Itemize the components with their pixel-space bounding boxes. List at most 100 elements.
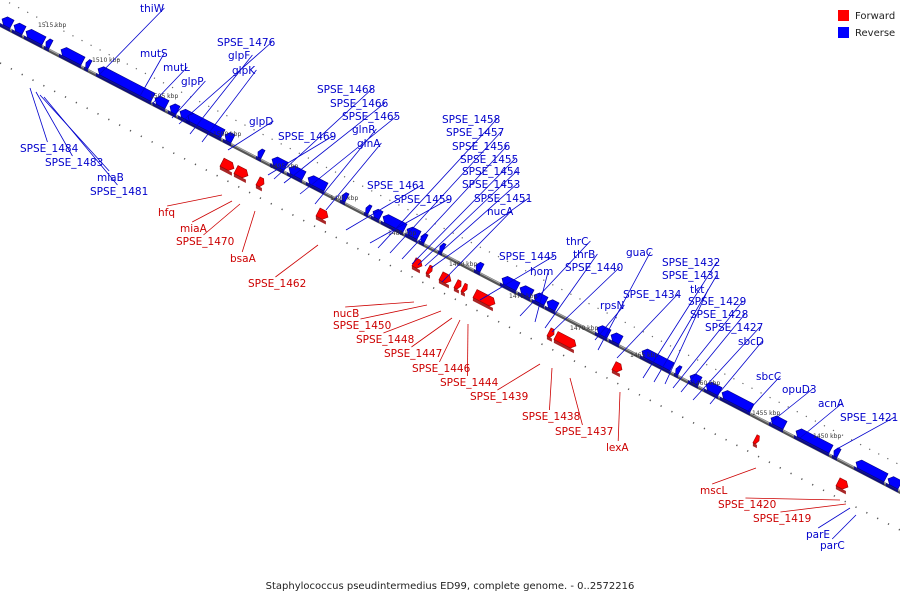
leader-line (799, 402, 843, 439)
kbp-tick-label: 1460 kbp (692, 380, 720, 387)
reverse-gene-label: guaC (626, 247, 653, 259)
reverse-gene-label: glpK (232, 65, 256, 77)
leader-line (139, 52, 165, 97)
leader-line (479, 255, 555, 301)
reverse-gene-label: SPSE_1465 (342, 111, 400, 123)
reverse-gene-label: SPSE_1457 (446, 127, 504, 139)
leader-line (780, 503, 847, 513)
kbp-tick-label: 1490 kbp (330, 195, 358, 202)
forward-gene-label: SPSE_1470 (176, 236, 234, 248)
label-leader-lines (29, 7, 896, 540)
leader-line (401, 145, 508, 260)
reverse-gene-label: SPSE_1427 (705, 322, 763, 334)
forward-gene-label: SPSE_1437 (555, 426, 613, 438)
reverse-gene-label: SPSE_1429 (688, 296, 746, 308)
leader-line (709, 340, 763, 405)
leader-line (680, 313, 746, 393)
leader-line (616, 293, 679, 359)
reverse-gene-label: SPSE_1431 (662, 270, 720, 282)
reverse-gene-label: SPSE_1476 (217, 37, 276, 49)
leader-line (283, 102, 386, 184)
reverse-gene-block (639, 348, 675, 375)
legend-reverse-swatch (838, 27, 849, 38)
kbp-tick-label: 1505 kbp (150, 93, 178, 100)
reverse-gene-label: SPSE_1453 (462, 179, 520, 191)
reverse-gene-label: miaB (97, 172, 124, 184)
leader-line (692, 326, 761, 401)
reverse-gene-block (853, 459, 889, 486)
kbp-tick-label: 1465 kbp (630, 352, 658, 359)
leader-line (389, 131, 502, 254)
reverse-gene-block (673, 365, 683, 379)
leader-line (345, 184, 423, 231)
forward-gene-label: SPSE_1438 (522, 411, 580, 423)
leader-line (769, 388, 813, 424)
leader-line (411, 158, 516, 265)
leader-line (39, 94, 110, 172)
reverse-gene-label: SPSE_1421 (840, 412, 898, 424)
reverse-gene-label: glpF (228, 50, 250, 62)
leader-line (345, 301, 415, 308)
reverse-gene-block (152, 95, 170, 113)
kbp-tick-label: 1475 kbp (509, 293, 537, 300)
leader-line (227, 120, 274, 151)
forward-gene-block (553, 331, 577, 354)
forward-gene-label: SPSE_1450 (333, 320, 391, 332)
forward-gene-block (315, 207, 329, 225)
reverse-gene-label: thiW (140, 3, 165, 15)
forward-gene-label: SPSE_1420 (718, 499, 776, 511)
leader-line (29, 87, 48, 143)
kbp-ticks: 1515 kbp 1510 kbp 1505 kbp 1500 kbp 1495 kbp… (38, 22, 841, 440)
reverse-gene-label: SPSE_1459 (394, 194, 452, 206)
leader-line (369, 198, 450, 244)
reverse-gene-label: tkt (690, 284, 704, 296)
reverse-gene-label: acnA (818, 398, 845, 410)
reverse-gene-label: sbcD (738, 336, 764, 348)
forward-gene-block (460, 282, 468, 297)
leader-line (439, 319, 461, 363)
leader-line (551, 266, 621, 333)
leader-line (534, 270, 549, 323)
reverse-gene-block (305, 175, 329, 195)
reverse-gene-block (95, 66, 156, 105)
reverse-gene-label: SPSE_1440 (565, 262, 623, 274)
forward-gene-block (411, 257, 423, 274)
kbp-tick-label: 1455 kbp (752, 410, 780, 417)
reverse-gene-label: SPSE_1458 (442, 114, 500, 126)
forward-gene-block (611, 361, 623, 378)
leader-line (672, 300, 744, 389)
reverse-gene-label: SPSE_1451 (474, 193, 532, 205)
forward-gene-label: SPSE_1447 (384, 348, 442, 360)
forward-gene-label: hfq (158, 207, 175, 219)
leader-line (597, 251, 651, 351)
leader-line (594, 304, 625, 341)
reverse-gene-label: mutL (163, 62, 190, 74)
leader-line (43, 96, 118, 186)
reverse-gene-label: SPSE_1469 (278, 131, 336, 143)
reverse-gene-block (11, 22, 27, 38)
reverse-gene-label: SPSE_1454 (462, 166, 521, 178)
forward-gene-block (835, 477, 849, 495)
kbp-tick-label: 1495 kbp (270, 163, 298, 170)
reverse-gene-block (339, 192, 350, 206)
forward-gene-label: SPSE_1439 (470, 391, 528, 403)
leader-line (171, 80, 206, 119)
forward-gene-label: SPSE_1448 (356, 334, 414, 346)
kbp-tick-label: 1480 kbp (449, 261, 477, 268)
forward-gene-block (425, 264, 433, 279)
forward-gene-label: SPSE_1462 (248, 278, 306, 290)
leader-line (275, 244, 319, 278)
reverse-gene-block (831, 447, 842, 461)
legend-forward-swatch (838, 10, 849, 21)
leader-line (201, 69, 257, 143)
forward-gene-label: nucB (333, 308, 359, 320)
leader-line (273, 88, 373, 180)
map-caption: Staphylococcus pseudintermedius ED99, co… (266, 581, 635, 592)
reverse-gene-block (83, 59, 93, 73)
reverse-gene-label: SPSE_1468 (317, 84, 375, 96)
reverse-gene-block (404, 226, 422, 243)
legend-reverse-label: Reverse (855, 28, 895, 39)
leader-line (467, 323, 469, 377)
reverse-gene-label: glnA (357, 138, 381, 150)
